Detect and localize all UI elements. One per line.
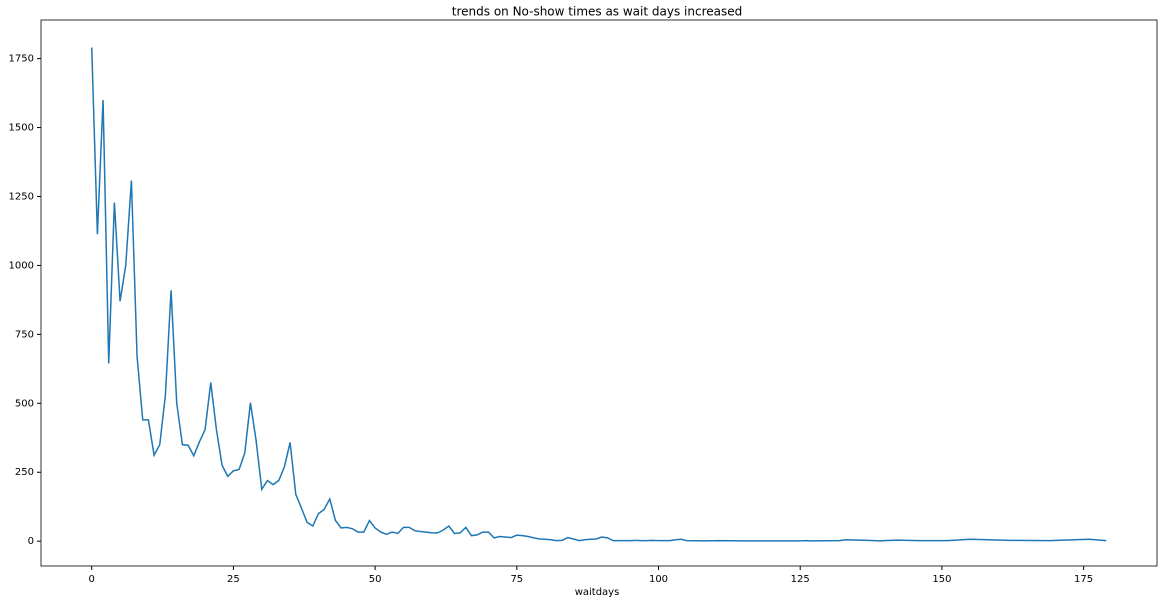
x-tick-label: 0	[89, 574, 95, 585]
y-tick-label: 750	[15, 329, 34, 340]
y-tick-label: 0	[28, 536, 34, 547]
data-line	[90, 47, 1107, 542]
x-tick-label: 50	[369, 574, 382, 585]
y-tick-label: 250	[15, 467, 34, 478]
y-tick-label: 1750	[9, 54, 34, 65]
y-tick-label: 1000	[9, 260, 34, 271]
y-tick-label: 1500	[9, 123, 34, 134]
chart-title: trends on No-show times as wait days inc…	[452, 5, 742, 19]
x-tick-label: 75	[510, 574, 523, 585]
x-tick-label: 175	[1074, 574, 1093, 585]
plot-frame	[40, 19, 1158, 567]
y-tick-label: 1250	[9, 191, 34, 202]
x-axis-label: waitdays	[575, 587, 620, 598]
x-tick-label: 125	[791, 574, 810, 585]
x-tick-label: 25	[227, 574, 240, 585]
y-tick-label: 500	[15, 398, 34, 409]
x-tick-label: 150	[932, 574, 951, 585]
x-tick-label: 100	[649, 574, 668, 585]
